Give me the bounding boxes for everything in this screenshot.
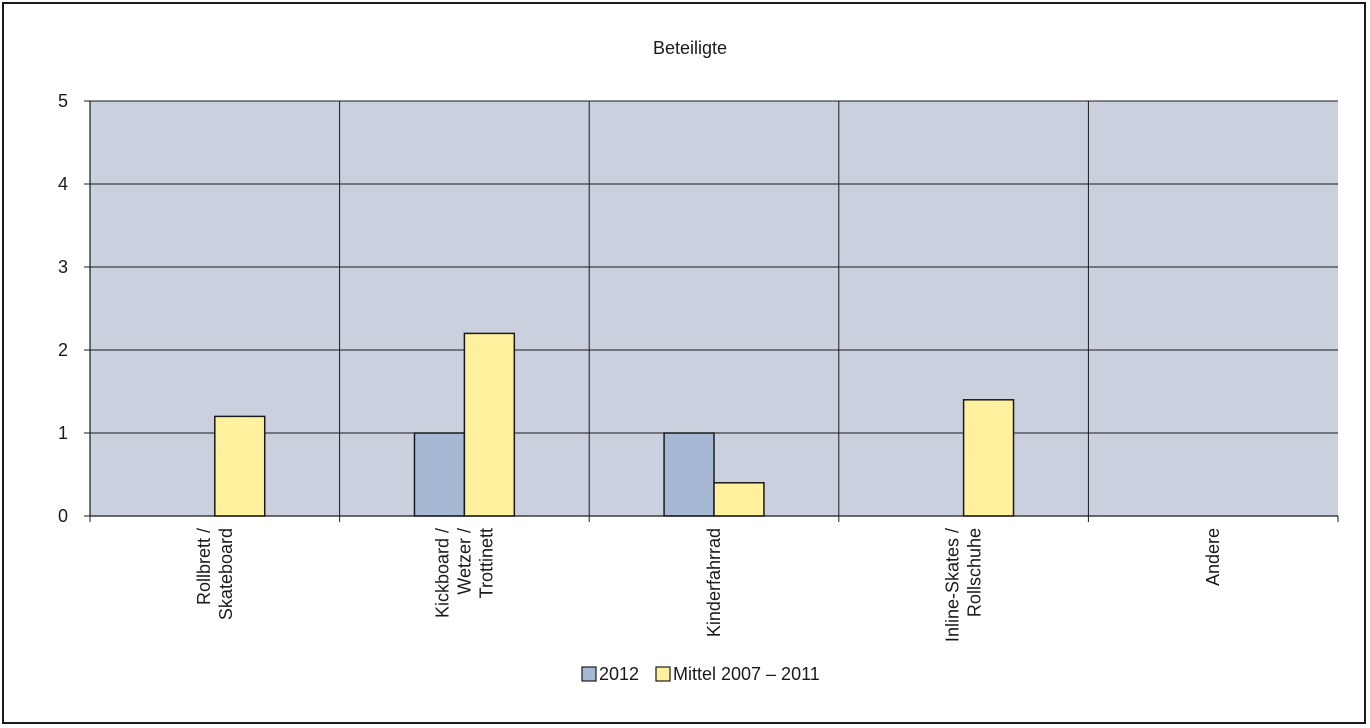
legend-swatch: [581, 666, 597, 682]
category-label-line: Inline-Skates /: [943, 528, 963, 642]
legend-swatch: [655, 666, 671, 682]
category-label: Inline-Skates / Rollschuhe: [943, 528, 985, 642]
bar-chart: Beteiligte 0 1 2 3 4 5 Rollbrett / Skateboard Ki…: [58, 38, 1339, 684]
bar: [214, 415, 266, 517]
legend-label: 2012: [599, 664, 639, 684]
y-tick-label: 4: [58, 174, 68, 194]
category-label: Kinderfahrrad: [704, 528, 724, 637]
y-tick-label: 3: [58, 257, 68, 277]
category-label-line: Andere: [1203, 528, 1223, 586]
bar: [663, 432, 715, 517]
bar: [713, 482, 765, 517]
category-label: Rollbrett / Skateboard: [194, 528, 236, 620]
bar: [413, 432, 466, 517]
legend: 2012 Mittel 2007 – 2011: [581, 664, 820, 684]
chart-title: Beteiligte: [653, 38, 727, 58]
y-tick-label: 2: [58, 340, 68, 360]
category-label-line: Trottinett: [476, 528, 496, 598]
y-tick-label: 5: [58, 91, 68, 111]
y-tick-label: 0: [58, 506, 68, 526]
bar: [962, 399, 1015, 517]
category-label: Kickboard / Wetzer / Trottinett: [432, 528, 496, 618]
plot-area: 0 1 2 3 4 5 Rollbrett / Skateboard Kickboard / We…: [58, 91, 1339, 642]
category-label-line: Kickboard /: [432, 528, 452, 618]
category-label-line: Wetzer /: [454, 528, 474, 595]
legend-label: Mittel 2007 – 2011: [673, 664, 820, 684]
category-label-line: Rollbrett /: [194, 528, 214, 605]
category-label-line: Kinderfahrrad: [704, 528, 724, 637]
category-label: Andere: [1203, 528, 1223, 586]
bar: [463, 332, 516, 517]
category-label-line: Skateboard: [216, 528, 236, 620]
category-label-line: Rollschuhe: [965, 528, 985, 617]
y-tick-label: 1: [58, 423, 68, 443]
